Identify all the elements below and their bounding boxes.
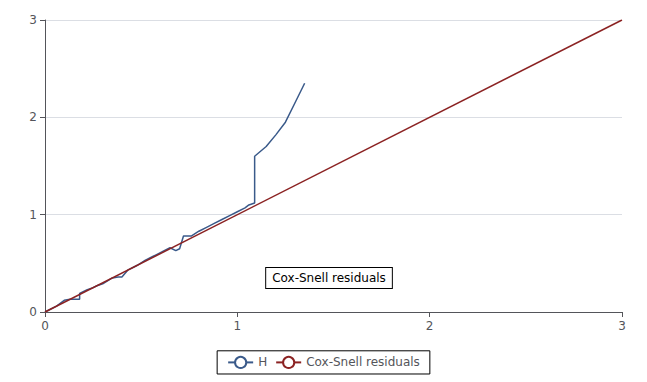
svg-text:0: 0 <box>29 305 37 319</box>
svg-text:Cox-Snell residuals: Cox-Snell residuals <box>272 271 386 285</box>
svg-text:1: 1 <box>234 319 242 333</box>
svg-text:Cox-Snell residuals: Cox-Snell residuals <box>306 355 420 369</box>
svg-text:0: 0 <box>41 319 49 333</box>
svg-text:3: 3 <box>29 13 37 27</box>
svg-text:3: 3 <box>618 319 626 333</box>
svg-text:2: 2 <box>29 110 37 124</box>
svg-text:H: H <box>258 355 267 369</box>
svg-text:1: 1 <box>29 208 37 222</box>
svg-text:2: 2 <box>426 319 434 333</box>
